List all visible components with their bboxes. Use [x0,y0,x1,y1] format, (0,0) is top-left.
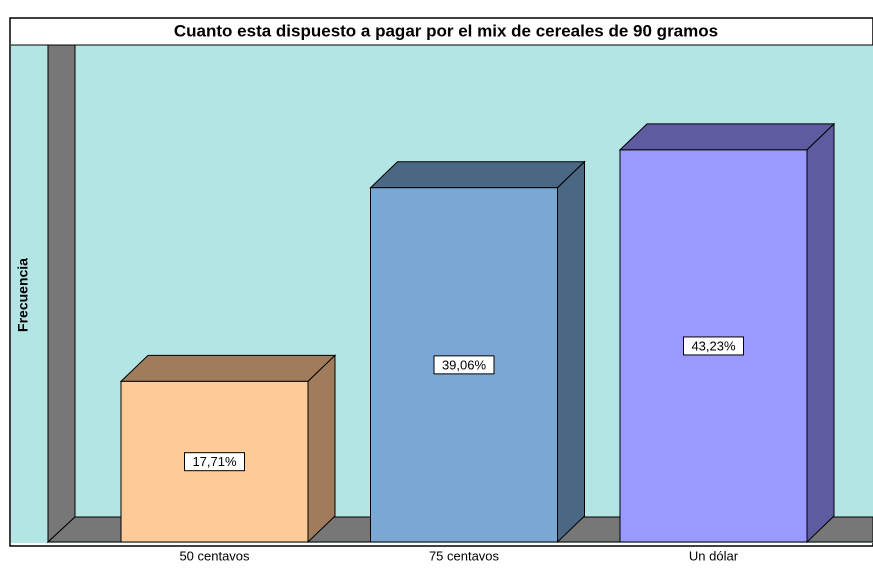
x-tick-label: 75 centavos [429,548,500,563]
data-label-box [184,452,245,472]
data-label: 39,06% [442,357,487,372]
bar-top [369,161,586,189]
data-label: 43,23% [691,338,736,353]
data-label-box [683,336,744,356]
bar-top [618,123,836,151]
bar-side [806,122,835,544]
back-wall [47,44,76,544]
y-axis-label: Frecuencia [15,258,31,332]
bar-top [119,354,337,382]
x-tick-label: Un dólar [689,548,739,563]
bar-side [307,354,336,544]
x-tick-label: 50 centavos [179,548,250,563]
chart-title: Cuanto esta dispuesto a pagar por el mix… [174,21,718,40]
bar-side [557,160,585,544]
data-label-box [433,355,495,375]
data-label: 17,71% [192,454,237,469]
bars: 17,71% 50 centavos 39,06% 75 centavos 43,23%… [119,122,836,563]
